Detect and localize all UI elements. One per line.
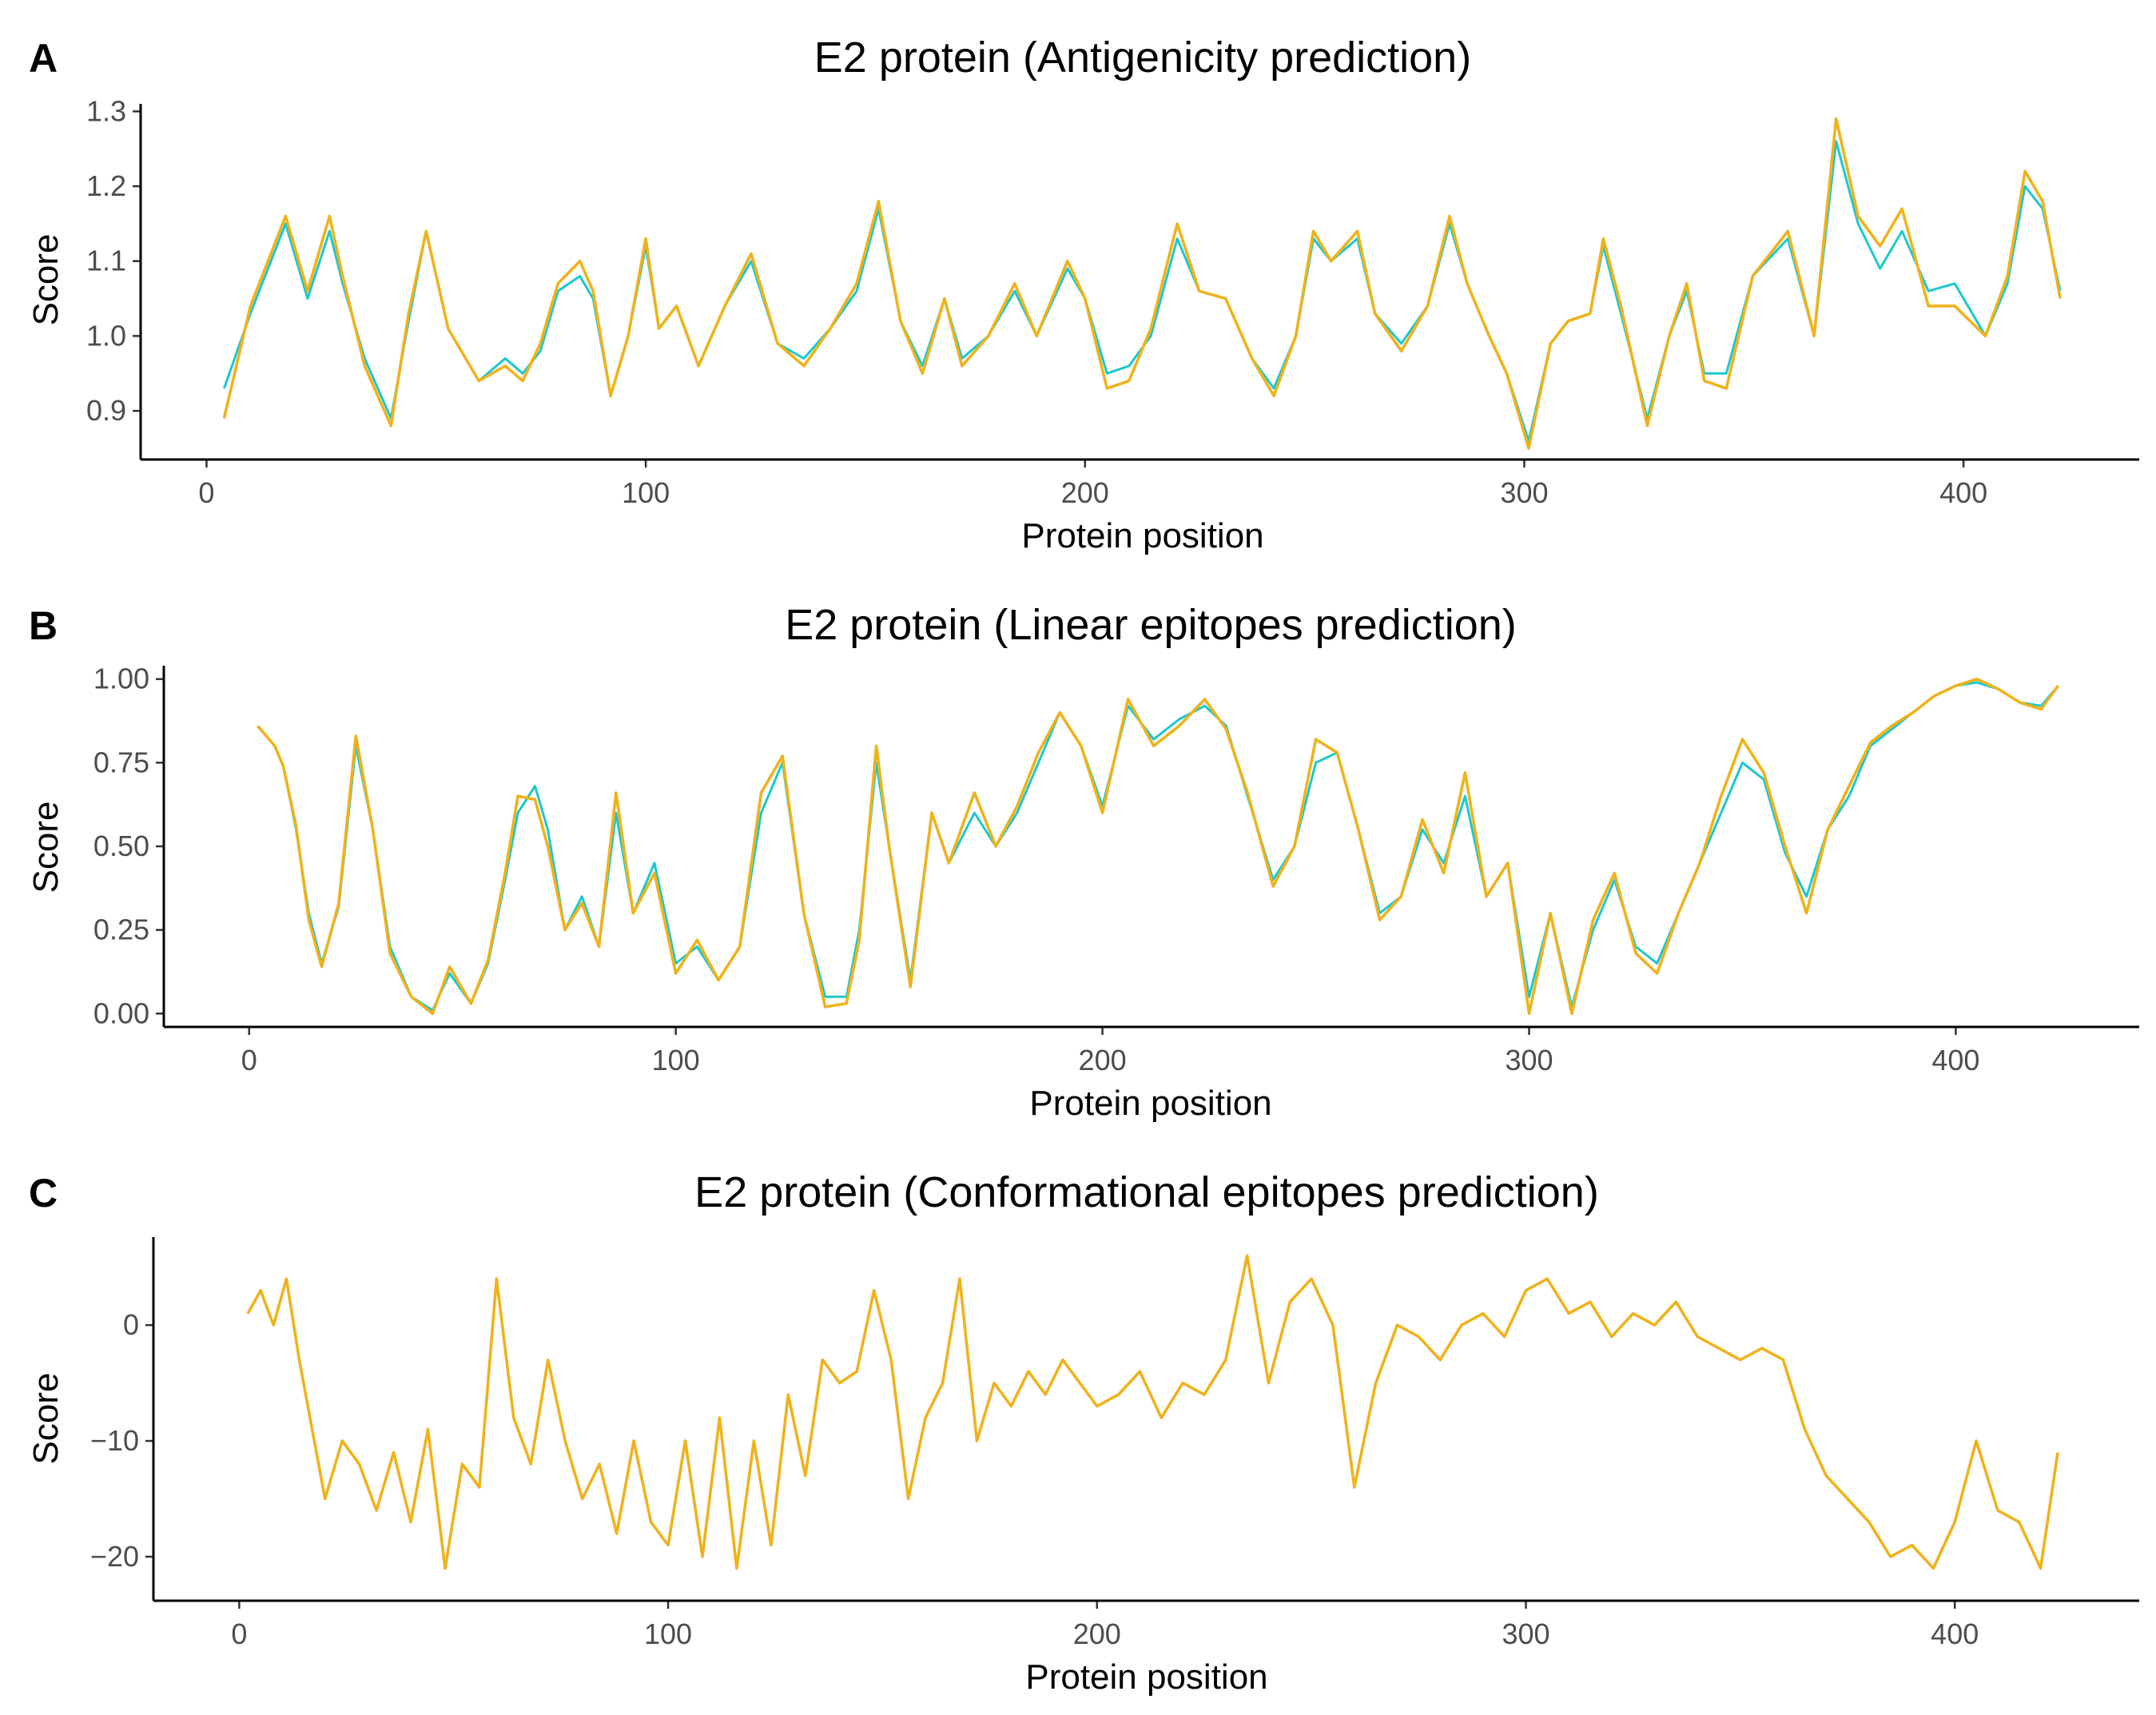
y-tick-label-a-4: 1.3 bbox=[86, 94, 126, 127]
y-tick-label-a-0: 0.9 bbox=[86, 394, 126, 427]
x-tick-label-a-4: 400 bbox=[1939, 476, 1987, 509]
y-axis-title-a: Score bbox=[26, 234, 66, 326]
y-tick-label-c-0: 0 bbox=[123, 1308, 139, 1341]
x-ticks-b: 0 100 200 300 400 bbox=[241, 1027, 1979, 1076]
y-tick-label-c-2: −20 bbox=[90, 1540, 139, 1573]
panel-letter-a: A bbox=[29, 36, 58, 81]
x-tick-label-a-0: 0 bbox=[198, 476, 214, 509]
panel-c: C E2 protein (Conformational epitopes pr… bbox=[26, 1168, 2139, 1697]
x-axis-title-b: Protein position bbox=[1029, 1084, 1271, 1123]
chart-title-b: E2 protein (Linear epitopes prediction) bbox=[785, 601, 1517, 649]
y-tick-label-b-3: 0.75 bbox=[93, 746, 149, 778]
y-tick-label-a-2: 1.1 bbox=[86, 245, 126, 277]
y-tick-label-b-2: 0.50 bbox=[93, 830, 149, 862]
x-tick-label-b-3: 300 bbox=[1505, 1044, 1553, 1076]
plot-area-c bbox=[246, 1254, 2059, 1570]
chart-title-c: E2 protein (Conformational epitopes pred… bbox=[694, 1168, 1599, 1216]
x-tick-label-b-2: 200 bbox=[1079, 1044, 1127, 1076]
panel-letter-b: B bbox=[29, 603, 58, 648]
x-tick-label-b-0: 0 bbox=[241, 1044, 257, 1076]
series-line-gold-c bbox=[246, 1254, 2059, 1570]
panel-b: B E2 protein (Linear epitopes prediction… bbox=[26, 601, 2139, 1123]
y-tick-label-a-3: 1.2 bbox=[86, 169, 126, 202]
plot-area-b bbox=[257, 677, 2060, 1016]
y-ticks-c: 0 −10 −20 bbox=[90, 1308, 153, 1573]
x-tick-label-c-4: 400 bbox=[1931, 1618, 1979, 1650]
y-axis-title-c: Score bbox=[26, 1373, 66, 1465]
series-line-cyan-b bbox=[257, 681, 2059, 1012]
series-line-cyan-a bbox=[222, 140, 2062, 443]
x-tick-label-a-1: 100 bbox=[622, 476, 670, 509]
x-tick-label-c-1: 100 bbox=[644, 1618, 692, 1650]
x-ticks-c: 0 100 200 300 400 bbox=[231, 1601, 1979, 1650]
y-ticks-b: 0.00 0.25 0.50 0.75 1.00 bbox=[93, 663, 164, 1029]
x-tick-label-b-1: 100 bbox=[652, 1044, 700, 1076]
y-tick-label-b-0: 0.00 bbox=[93, 997, 149, 1029]
y-ticks-a: 0.9 1.0 1.1 1.2 1.3 bbox=[86, 94, 141, 427]
x-tick-label-b-4: 400 bbox=[1931, 1044, 1979, 1076]
x-ticks-a: 0 100 200 300 400 bbox=[198, 460, 1987, 509]
x-tick-label-c-0: 0 bbox=[231, 1618, 247, 1650]
y-axis-title-b: Score bbox=[26, 802, 66, 893]
series-line-gold-b bbox=[257, 677, 2060, 1016]
x-axis-title-a: Protein position bbox=[1021, 516, 1263, 555]
x-tick-label-c-3: 300 bbox=[1502, 1618, 1549, 1650]
chart-title-a: E2 protein (Antigenicity prediction) bbox=[814, 34, 1471, 82]
x-tick-label-a-2: 200 bbox=[1061, 476, 1109, 509]
y-tick-label-c-1: −10 bbox=[90, 1424, 139, 1457]
y-tick-label-a-1: 1.0 bbox=[86, 319, 126, 352]
panel-letter-c: C bbox=[29, 1171, 58, 1216]
series-line-gold-a bbox=[222, 117, 2062, 450]
x-tick-label-a-3: 300 bbox=[1500, 476, 1548, 509]
y-tick-label-b-1: 0.25 bbox=[93, 913, 149, 946]
panel-a: A E2 protein (Antigenicity prediction) 0… bbox=[26, 34, 2139, 555]
plot-area-a bbox=[222, 117, 2062, 450]
x-tick-label-c-2: 200 bbox=[1073, 1618, 1121, 1650]
x-axis-title-c: Protein position bbox=[1025, 1657, 1267, 1697]
y-tick-label-b-4: 1.00 bbox=[93, 663, 149, 695]
